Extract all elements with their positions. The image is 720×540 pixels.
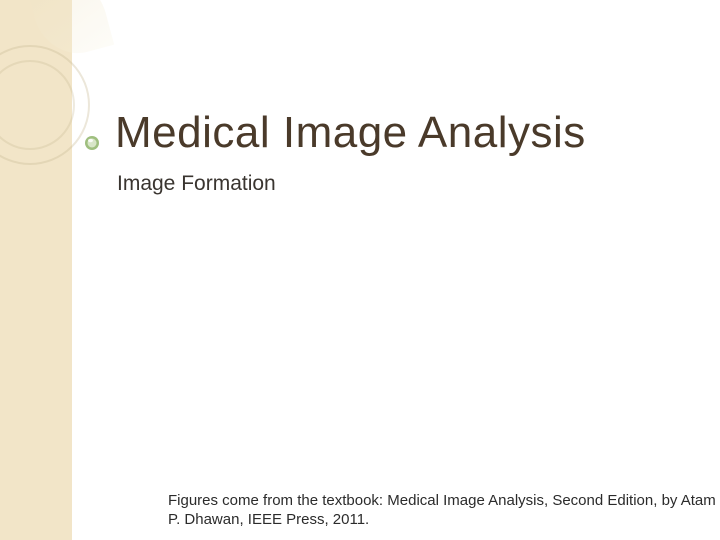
slide-footnote: Figures come from the textbook: Medical … [168, 492, 720, 530]
slide-subtitle: Image Formation [117, 172, 276, 196]
slide-title: Medical Image Analysis [115, 108, 586, 158]
title-bullet-icon [84, 135, 100, 151]
